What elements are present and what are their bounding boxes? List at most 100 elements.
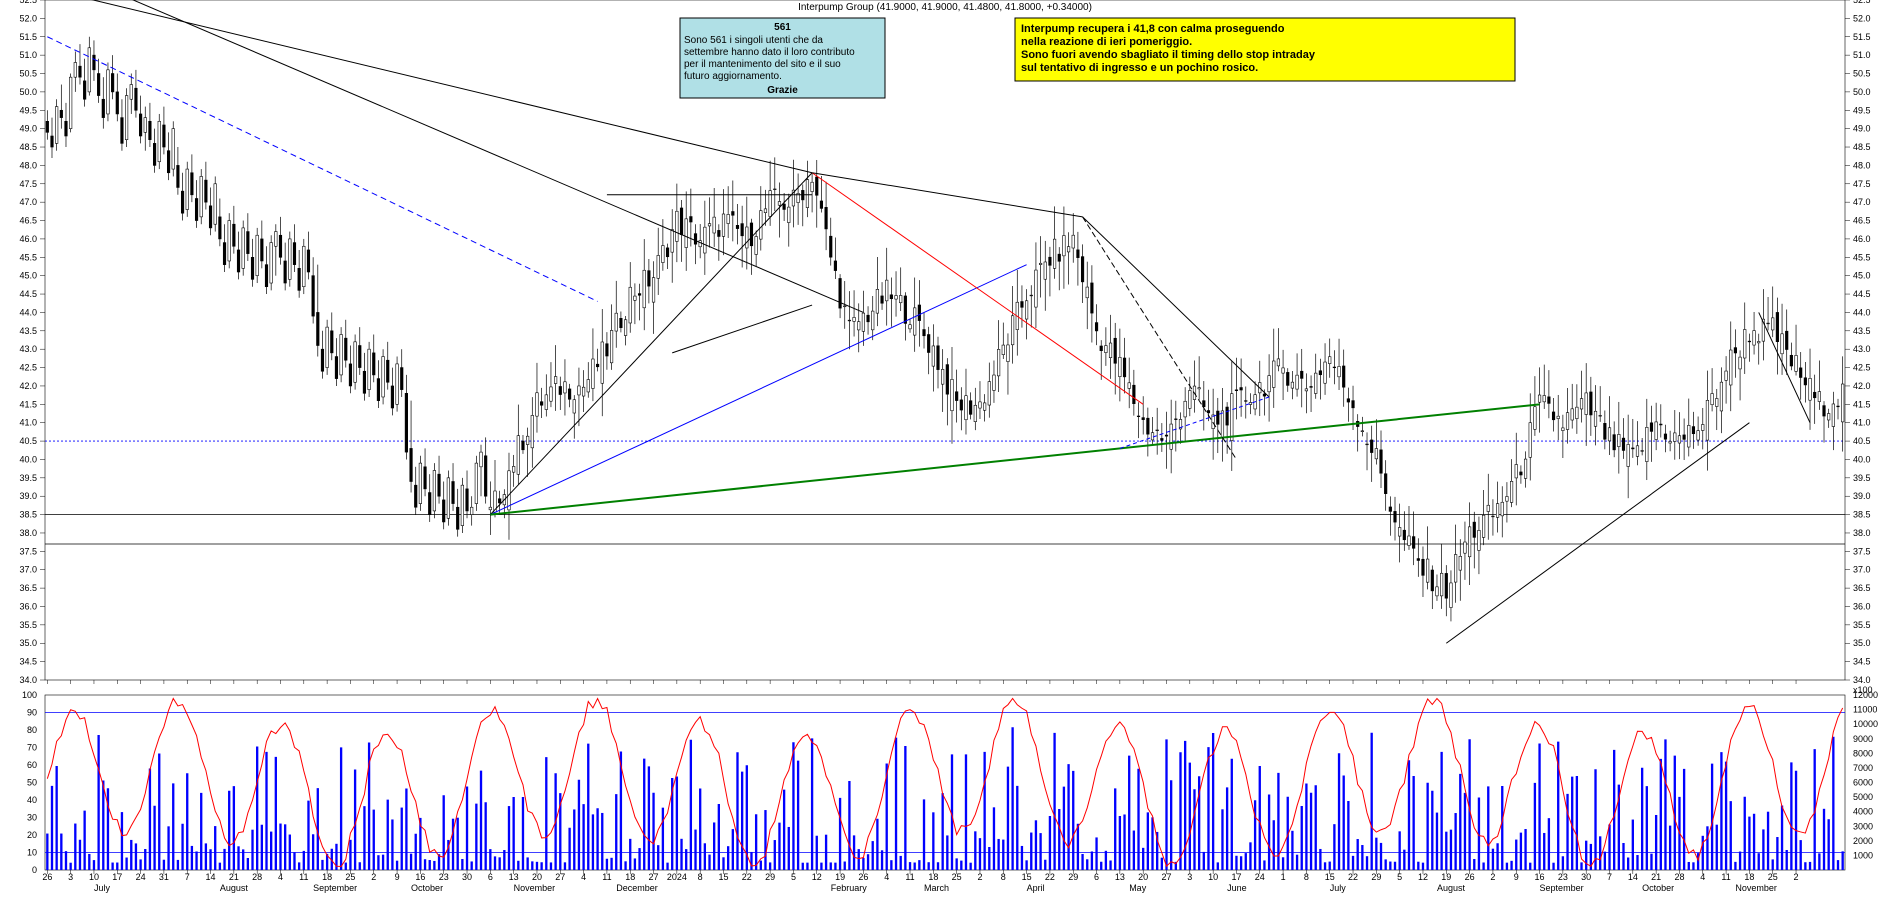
- svg-text:40.5: 40.5: [19, 436, 37, 446]
- svg-text:44.0: 44.0: [19, 307, 37, 317]
- chart-container: 34.034.034.534.535.035.035.535.536.036.0…: [0, 0, 1890, 903]
- svg-text:6000: 6000: [1853, 778, 1873, 788]
- svg-text:19: 19: [1441, 872, 1451, 882]
- svg-text:15: 15: [1325, 872, 1335, 882]
- svg-text:41.0: 41.0: [19, 418, 37, 428]
- svg-text:39.5: 39.5: [19, 473, 37, 483]
- svg-text:43.0: 43.0: [19, 344, 37, 354]
- svg-text:2: 2: [1490, 872, 1495, 882]
- svg-text:3000: 3000: [1853, 821, 1873, 831]
- svg-text:48.5: 48.5: [19, 142, 37, 152]
- svg-text:38.0: 38.0: [19, 528, 37, 538]
- svg-text:41.0: 41.0: [1853, 418, 1871, 428]
- svg-text:November: November: [514, 883, 556, 893]
- svg-text:July: July: [1330, 883, 1347, 893]
- svg-text:38.5: 38.5: [19, 510, 37, 520]
- svg-text:4: 4: [278, 872, 283, 882]
- svg-text:35.5: 35.5: [1853, 620, 1871, 630]
- svg-text:27: 27: [1161, 872, 1171, 882]
- svg-text:41.5: 41.5: [1853, 399, 1871, 409]
- svg-text:March: March: [924, 883, 949, 893]
- svg-text:22: 22: [742, 872, 752, 882]
- svg-text:47.0: 47.0: [19, 197, 37, 207]
- svg-text:39.0: 39.0: [19, 491, 37, 501]
- svg-text:43.5: 43.5: [1853, 326, 1871, 336]
- svg-text:September: September: [1540, 883, 1584, 893]
- svg-text:per il mantenimento del sito e: per il mantenimento del sito e il suo: [684, 59, 841, 70]
- svg-text:1000: 1000: [1853, 850, 1873, 860]
- svg-text:45.0: 45.0: [1853, 271, 1871, 281]
- svg-text:9: 9: [1514, 872, 1519, 882]
- svg-text:Sono fuori avendo sbagliato il: Sono fuori avendo sbagliato il timing de…: [1021, 49, 1316, 61]
- svg-text:36.0: 36.0: [1853, 601, 1871, 611]
- svg-text:37.5: 37.5: [1853, 546, 1871, 556]
- svg-text:49.0: 49.0: [19, 124, 37, 134]
- svg-text:34.5: 34.5: [1853, 657, 1871, 667]
- svg-text:46.5: 46.5: [19, 216, 37, 226]
- svg-text:27: 27: [555, 872, 565, 882]
- svg-text:February: February: [831, 883, 868, 893]
- svg-text:13: 13: [509, 872, 519, 882]
- svg-text:42.5: 42.5: [1853, 363, 1871, 373]
- svg-text:5: 5: [791, 872, 796, 882]
- svg-text:6: 6: [1094, 872, 1099, 882]
- svg-text:23: 23: [439, 872, 449, 882]
- svg-text:August: August: [220, 883, 249, 893]
- svg-text:30: 30: [27, 813, 37, 823]
- svg-text:4000: 4000: [1853, 807, 1873, 817]
- svg-text:50.5: 50.5: [19, 69, 37, 79]
- svg-text:39.0: 39.0: [1853, 491, 1871, 501]
- svg-text:26: 26: [858, 872, 868, 882]
- svg-text:14: 14: [206, 872, 216, 882]
- svg-text:April: April: [1027, 883, 1045, 893]
- svg-text:37.0: 37.0: [1853, 565, 1871, 575]
- svg-text:15: 15: [718, 872, 728, 882]
- svg-text:3: 3: [1187, 872, 1192, 882]
- svg-text:June: June: [1227, 883, 1247, 893]
- svg-text:46.5: 46.5: [1853, 216, 1871, 226]
- svg-text:5000: 5000: [1853, 792, 1873, 802]
- svg-text:October: October: [1642, 883, 1674, 893]
- svg-text:36.5: 36.5: [1853, 583, 1871, 593]
- svg-text:nella reazione di ieri pomerig: nella reazione di ieri pomeriggio.: [1021, 36, 1192, 48]
- svg-text:10: 10: [1208, 872, 1218, 882]
- svg-text:20: 20: [532, 872, 542, 882]
- svg-text:11000: 11000: [1853, 705, 1877, 715]
- svg-text:11: 11: [299, 872, 308, 882]
- svg-text:4: 4: [581, 872, 586, 882]
- svg-text:25: 25: [1768, 872, 1778, 882]
- svg-text:51.5: 51.5: [19, 32, 37, 42]
- svg-text:October: October: [411, 883, 443, 893]
- svg-text:90: 90: [27, 708, 37, 718]
- svg-text:Sono 561 i singoli utenti che: Sono 561 i singoli utenti che da: [684, 35, 823, 46]
- svg-text:22: 22: [1045, 872, 1055, 882]
- svg-text:42.0: 42.0: [1853, 381, 1871, 391]
- svg-text:10000: 10000: [1853, 719, 1878, 729]
- svg-text:26: 26: [42, 872, 52, 882]
- svg-text:December: December: [616, 883, 658, 893]
- svg-text:Interpump Group (41.9000, 41.9: Interpump Group (41.9000, 41.9000, 41.48…: [798, 2, 1092, 13]
- svg-text:2000: 2000: [1853, 836, 1873, 846]
- svg-text:36.0: 36.0: [19, 601, 37, 611]
- svg-text:8000: 8000: [1853, 748, 1873, 758]
- svg-text:34.0: 34.0: [1853, 675, 1871, 685]
- svg-text:26: 26: [1465, 872, 1475, 882]
- svg-text:43.5: 43.5: [19, 326, 37, 336]
- svg-text:28: 28: [1674, 872, 1684, 882]
- svg-text:50.0: 50.0: [19, 87, 37, 97]
- svg-text:52.0: 52.0: [19, 13, 37, 23]
- svg-text:38.0: 38.0: [1853, 528, 1871, 538]
- svg-text:13: 13: [1115, 872, 1125, 882]
- svg-text:Grazie: Grazie: [767, 85, 798, 96]
- svg-text:2: 2: [1794, 872, 1799, 882]
- svg-text:11: 11: [1721, 872, 1730, 882]
- svg-text:37.0: 37.0: [19, 565, 37, 575]
- svg-text:51.0: 51.0: [1853, 50, 1871, 60]
- svg-text:15: 15: [1022, 872, 1032, 882]
- svg-text:29: 29: [765, 872, 775, 882]
- svg-text:80: 80: [27, 725, 37, 735]
- svg-text:9: 9: [395, 872, 400, 882]
- chart-svg: 34.034.034.534.535.035.035.535.536.036.0…: [0, 0, 1890, 903]
- svg-text:51.5: 51.5: [1853, 32, 1871, 42]
- svg-text:7000: 7000: [1853, 763, 1873, 773]
